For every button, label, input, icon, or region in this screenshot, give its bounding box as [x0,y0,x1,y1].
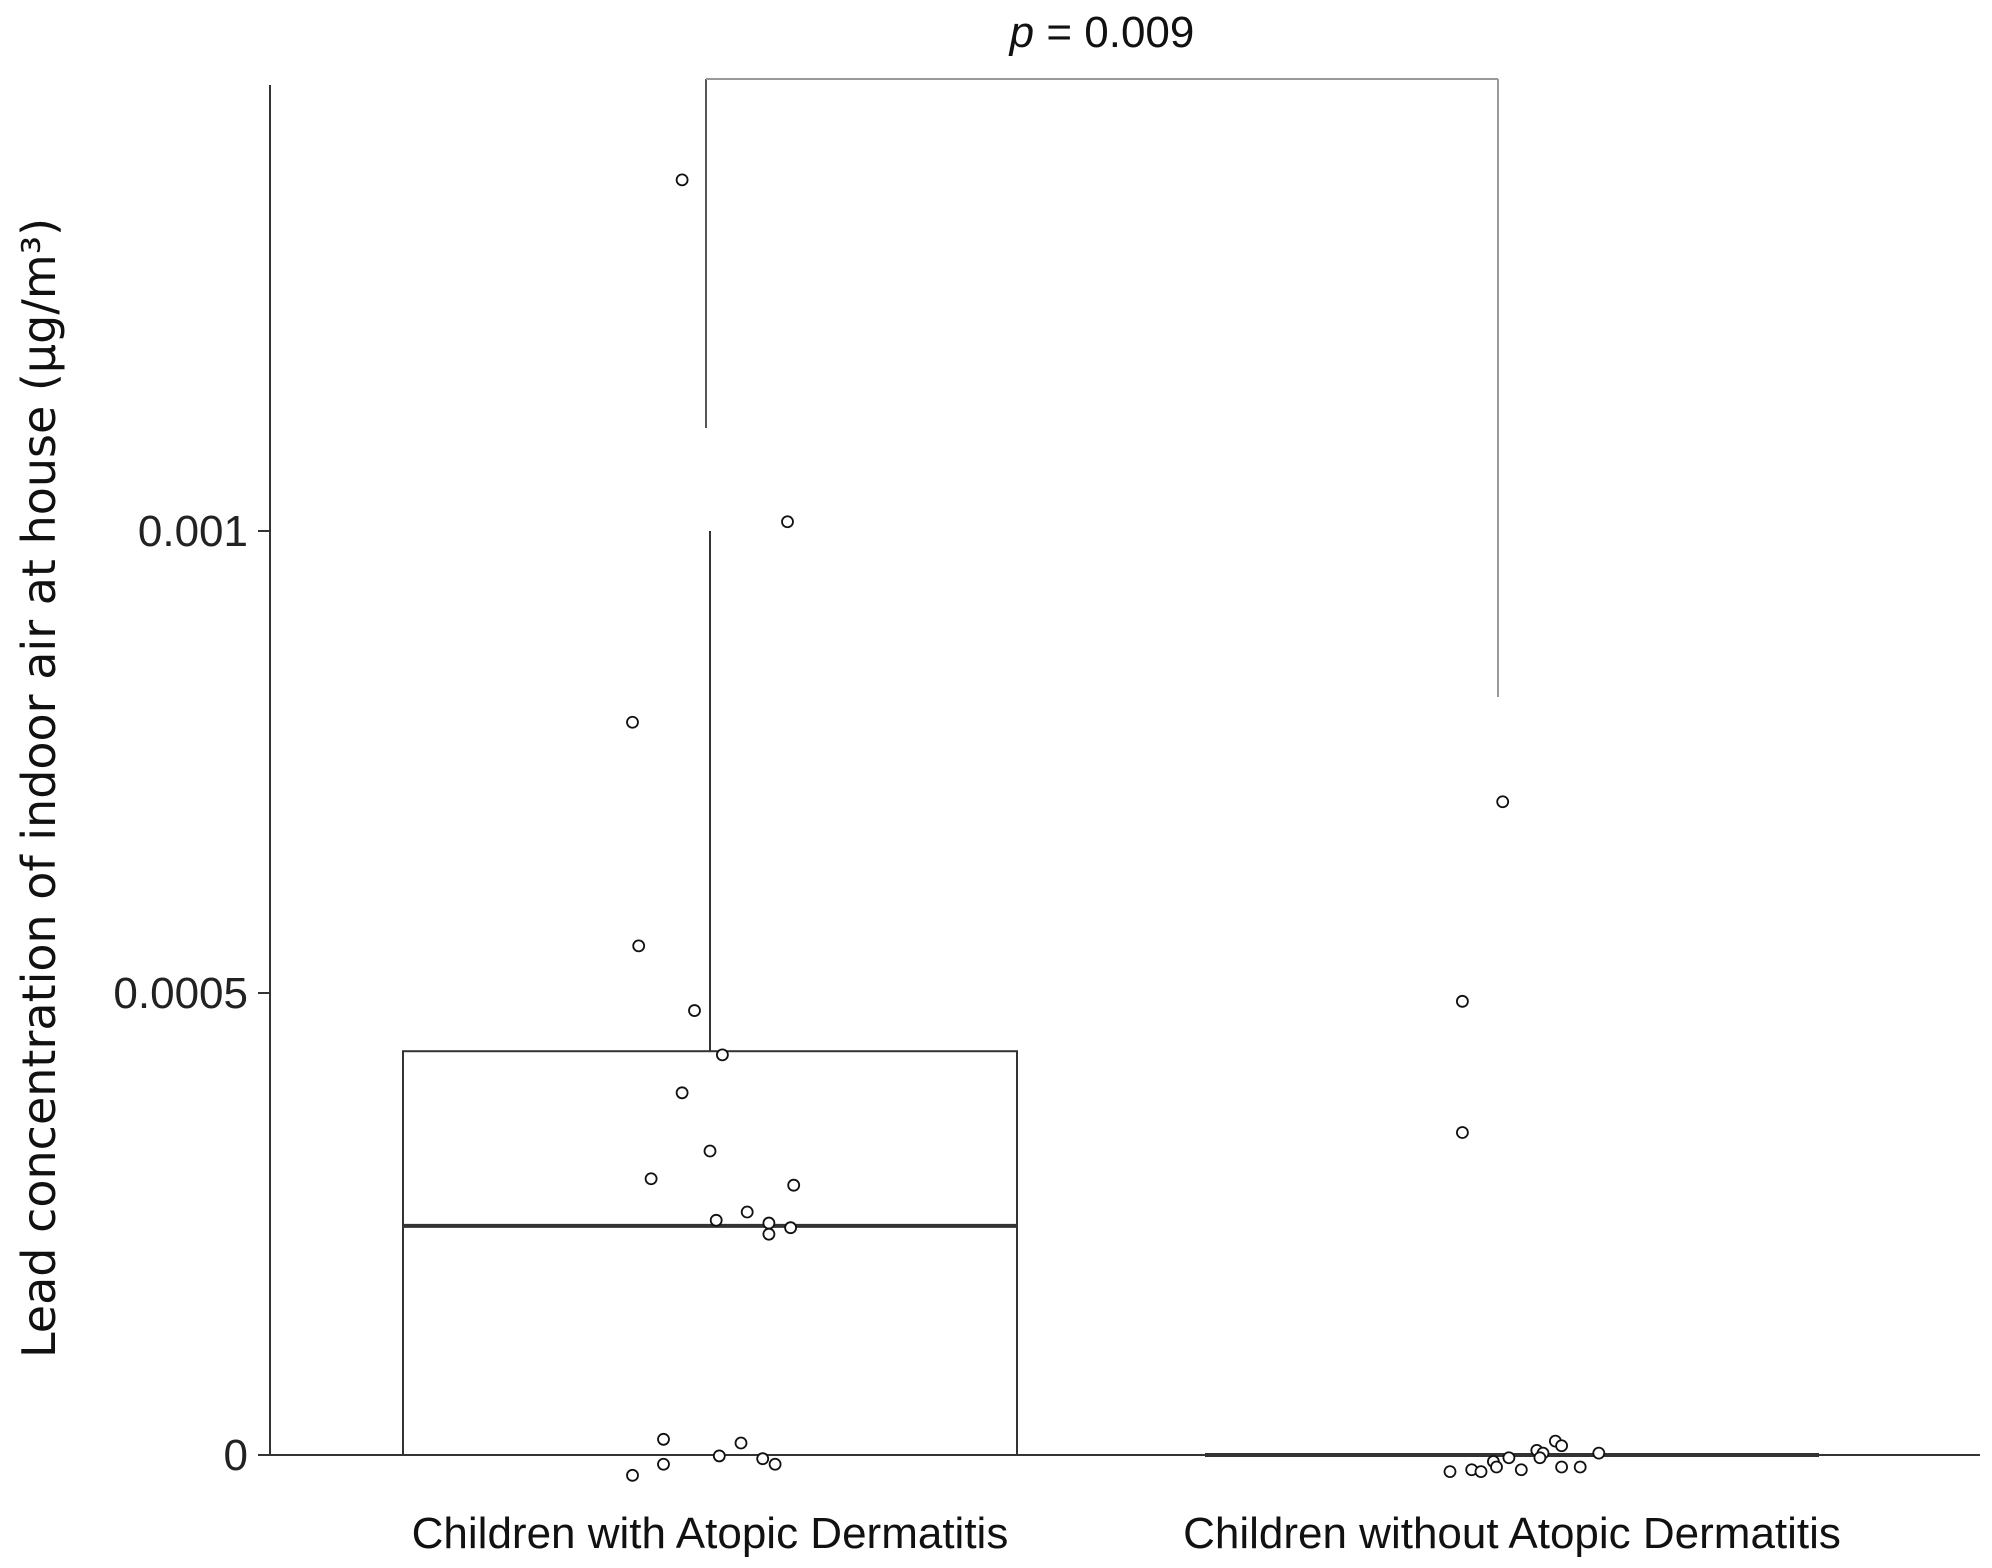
y-tick-label: 0 [224,1431,248,1480]
data-point [1592,1446,1606,1460]
data-point [1533,1451,1547,1465]
y-axis-label: Lead concentration of indoor air at hous… [12,218,66,1358]
y-tick-label: 0.001 [138,507,248,556]
data-point [762,1216,776,1230]
p-value-label: p = 0.009 [1008,8,1195,57]
data-points [626,173,1606,1482]
data-point [1573,1460,1587,1474]
data-point [781,515,794,529]
y-tick-label: 0.0005 [113,969,248,1018]
data-point [675,173,689,187]
category-labels: Children with Atopic Dermatitis Children … [412,1509,1841,1558]
p-symbol: p [1008,8,1034,57]
category-label: Children with Atopic Dermatitis [412,1509,1009,1558]
data-point [1555,1439,1568,1453]
data-point [712,1449,726,1463]
data-point [657,1432,670,1446]
data-point [675,1086,689,1100]
data-point [756,1452,770,1466]
data-point [1456,994,1469,1008]
data-point [1502,1451,1516,1465]
p-value: = 0.009 [1034,8,1194,57]
data-point [1456,1126,1469,1139]
category-label: Children without Atopic Dermatitis [1183,1509,1841,1558]
data-point [768,1457,782,1471]
data-point [1443,1465,1457,1479]
data-point [716,1048,729,1062]
data-point [1496,795,1510,809]
data-point [626,715,639,729]
data-point [734,1436,748,1450]
data-point [688,1004,701,1017]
data-point [626,1468,639,1482]
data-point [1555,1460,1568,1474]
box-iqr [402,1050,1018,1457]
data-point [709,1213,723,1227]
data-point [644,1172,658,1186]
boxes [402,531,1819,1457]
data-point [703,1144,717,1158]
data-point [632,939,646,953]
y-ticks: 0 0.0005 0.001 [113,507,270,1480]
data-point [1490,1460,1503,1474]
data-point [787,1178,801,1192]
data-point [1474,1465,1488,1479]
data-point [784,1221,797,1235]
data-point [762,1227,776,1241]
data-point [657,1457,670,1471]
data-point [1514,1463,1528,1477]
data-point [740,1205,754,1219]
significance-bracket: p = 0.009 [705,8,1499,697]
